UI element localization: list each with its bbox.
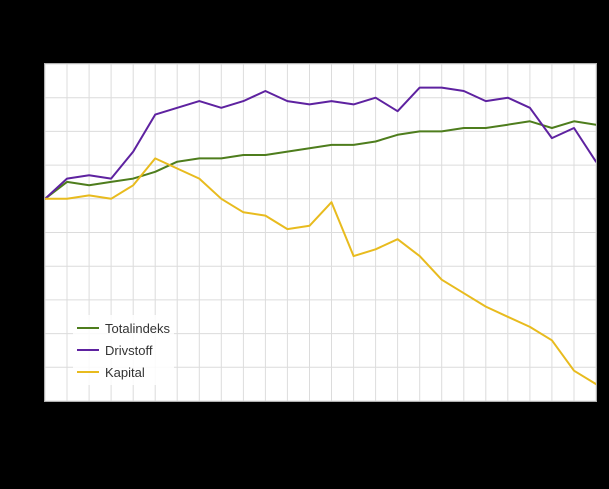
plot-area: Totalindeks Drivstoff Kapital <box>44 63 597 402</box>
legend: Totalindeks Drivstoff Kapital <box>73 315 175 385</box>
legend-label-totalindeks: Totalindeks <box>105 320 171 336</box>
legend-line-totalindeks-icon <box>77 327 99 329</box>
legend-line-drivstoff-icon <box>77 349 99 351</box>
legend-line-kapital-icon <box>77 371 99 373</box>
legend-label-kapital: Kapital <box>105 364 145 380</box>
line-chart <box>45 64 596 401</box>
legend-label-drivstoff: Drivstoff <box>105 342 153 358</box>
legend-item-kapital: Kapital <box>77 361 170 383</box>
legend-item-drivstoff: Drivstoff <box>77 339 170 361</box>
legend-item-totalindeks: Totalindeks <box>77 317 170 339</box>
